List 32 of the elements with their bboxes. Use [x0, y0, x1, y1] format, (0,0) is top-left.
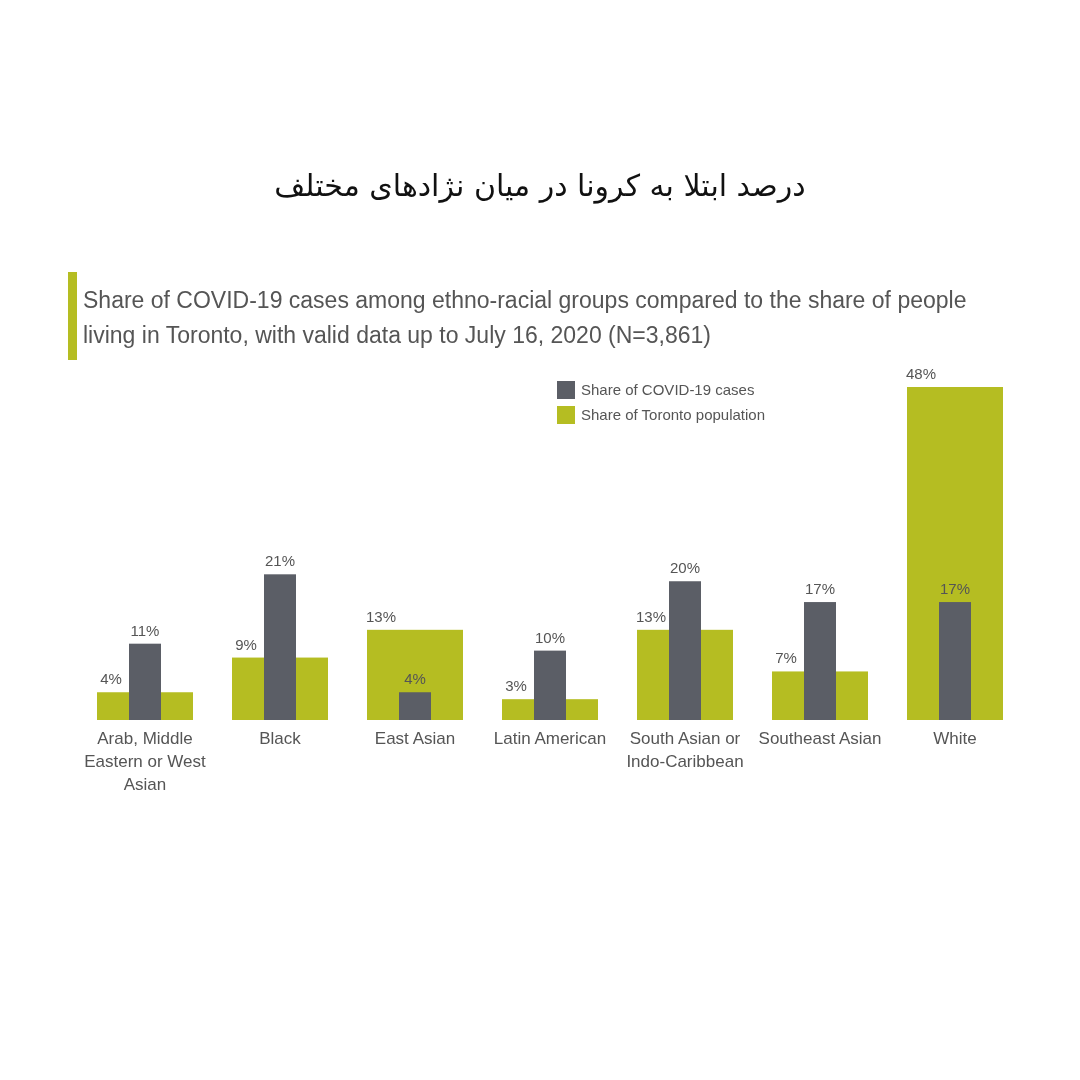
data-label: 11% — [130, 621, 160, 639]
chart-subtitle: Share of COVID-19 cases among ethno-racial groups compared to the share of people living in Toronto, with valid data up to July 16, 2020 (N=3,861) — [83, 287, 967, 348]
data-label: 17% — [804, 580, 836, 598]
x-tick-label: East Asian — [374, 729, 456, 748]
data-label: 9% — [235, 635, 257, 653]
bar — [804, 602, 836, 720]
data-label: 4% — [404, 670, 426, 688]
bar — [129, 643, 161, 720]
x-tick-label: White — [933, 729, 977, 748]
bar — [669, 581, 701, 720]
data-label: 7% — [775, 649, 797, 667]
legend-label: Share of COVID-19 cases — [581, 381, 755, 398]
data-label: 10% — [534, 628, 566, 646]
legend-label: Share of Toronto population — [581, 406, 766, 423]
data-label: 13% — [365, 607, 397, 625]
bar — [939, 602, 971, 720]
chart-title: درصد ابتلا به کرونا در میان نژادهای مختلف — [274, 168, 806, 204]
data-label: 3% — [505, 677, 527, 695]
data-label: 13% — [635, 607, 667, 625]
x-tick-label: Latin American — [493, 729, 607, 748]
x-tick-label: Black — [259, 729, 302, 748]
bar — [534, 650, 566, 720]
data-label: 17% — [939, 580, 971, 598]
data-label: 4% — [100, 670, 122, 688]
data-label: 21% — [264, 552, 296, 570]
x-tick-label: Arab, Middle Eastern or West Asian — [84, 729, 207, 794]
data-label: 20% — [669, 559, 701, 577]
bar — [264, 574, 296, 720]
x-tick-label: Southeast Asian — [758, 729, 882, 748]
bar — [399, 692, 431, 720]
data-label: 48% — [905, 365, 937, 382]
x-tick-label: South Asian or Indo-Caribbean — [626, 729, 744, 771]
